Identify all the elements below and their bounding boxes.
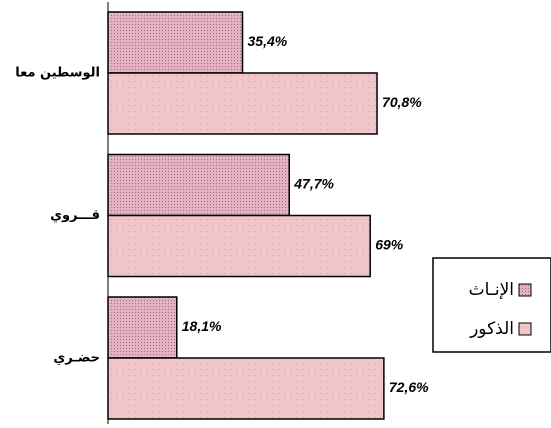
value-label: 69% — [375, 237, 404, 253]
legend-box — [432, 257, 551, 353]
bar — [107, 214, 371, 278]
legend-swatch — [518, 283, 532, 297]
category-label: حضـري — [53, 351, 100, 366]
category-label: قـــروي — [50, 208, 100, 223]
value-label: 70,8% — [382, 94, 422, 110]
bar — [107, 11, 244, 74]
value-label: 35,4% — [248, 33, 288, 49]
category-label: الوسطين معا — [15, 66, 100, 81]
legend-label: الإنـاث — [469, 280, 514, 300]
bar — [107, 296, 178, 359]
value-label: 72,6% — [389, 379, 429, 395]
bar — [107, 153, 291, 217]
legend-label: الذكور — [469, 319, 514, 339]
bar — [107, 72, 378, 135]
value-label: 47,7% — [293, 176, 334, 192]
value-label: 18,1% — [182, 318, 222, 334]
legend-swatch — [518, 322, 532, 336]
bar — [107, 357, 385, 420]
